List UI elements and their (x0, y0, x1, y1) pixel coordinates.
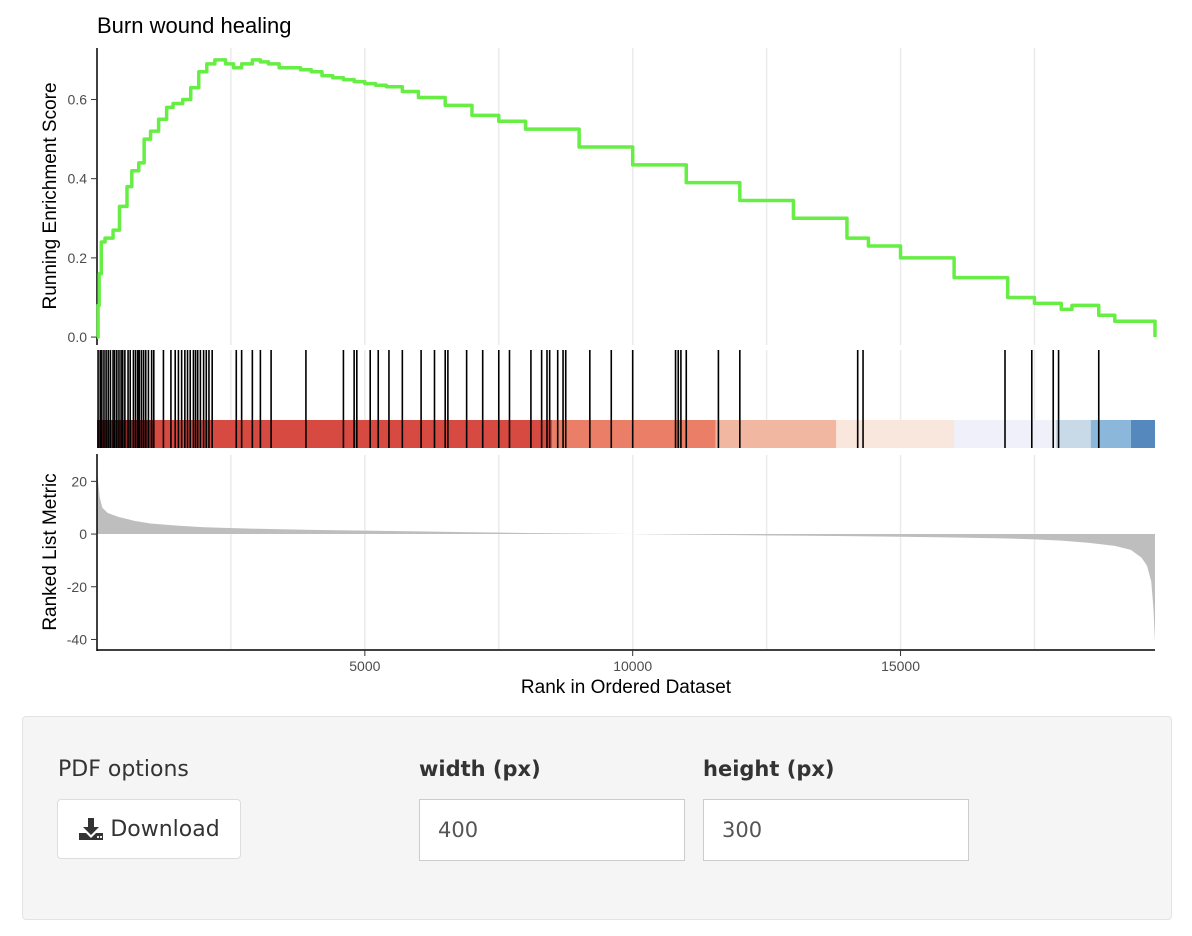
rank-color-band (1090, 420, 1131, 448)
width-input[interactable] (419, 799, 685, 861)
download-icon (79, 818, 104, 840)
rank-color-bar (97, 420, 1155, 448)
gene-hit-lines (97, 350, 1100, 448)
metric-tick-label: 0 (79, 526, 87, 542)
ranked-metric-panel: 20 0 -20 -40 5000 10000 15000 Ranked List Met… (40, 454, 1155, 698)
width-label: width (px) (419, 757, 541, 781)
metric-y-axis-title: Ranked List Metric (40, 473, 61, 630)
es-tick-label: 0.4 (68, 171, 88, 187)
metric-gridlines (230, 455, 1036, 650)
enrichment-score-panel: 0.0 0.2 0.4 0.6 Running Enrichment Score (40, 48, 1157, 345)
pdf-options-heading: PDF options (58, 757, 189, 782)
es-tick-label: 0.2 (68, 250, 88, 266)
download-button[interactable]: Download (57, 799, 241, 859)
pdf-options-panel: PDF options Download width (px) height (… (22, 716, 1172, 920)
es-gridlines (230, 48, 1036, 345)
metric-y-ticks: 20 0 -20 -40 (67, 473, 97, 647)
height-label: height (px) (703, 757, 835, 781)
rank-color-band (715, 420, 837, 448)
metric-tick-label: 20 (71, 473, 87, 489)
es-tick-label: 0.6 (68, 91, 88, 107)
x-axis-title: Rank in Ordered Dataset (521, 677, 732, 698)
metric-tick-label: -40 (67, 631, 87, 647)
height-input[interactable] (703, 799, 969, 861)
es-y-ticks: 0.0 0.2 0.4 0.6 (68, 91, 97, 345)
gene-hit-panel (97, 350, 1155, 448)
download-button-label: Download (110, 816, 220, 842)
gsea-plot: Burn wound healing 0.0 0.2 0.4 0.6 Running … (40, 13, 1157, 698)
x-tick-label: 15000 (881, 658, 920, 674)
chart-title: Burn wound healing (97, 13, 291, 38)
rank-color-band (153, 420, 553, 448)
rank-color-band (552, 420, 716, 448)
rank-color-band (836, 420, 955, 448)
x-tick-label: 10000 (613, 658, 652, 674)
x-axis-ticks: 5000 10000 15000 (349, 650, 920, 674)
es-y-axis-title: Running Enrichment Score (40, 82, 61, 309)
metric-tick-label: -20 (67, 579, 87, 595)
ranked-metric-area (97, 470, 1155, 643)
x-tick-label: 5000 (349, 658, 380, 674)
rank-color-band (1055, 420, 1091, 448)
es-tick-label: 0.0 (68, 329, 88, 345)
rank-color-band (1130, 420, 1155, 448)
running-es-line (96, 58, 1157, 339)
